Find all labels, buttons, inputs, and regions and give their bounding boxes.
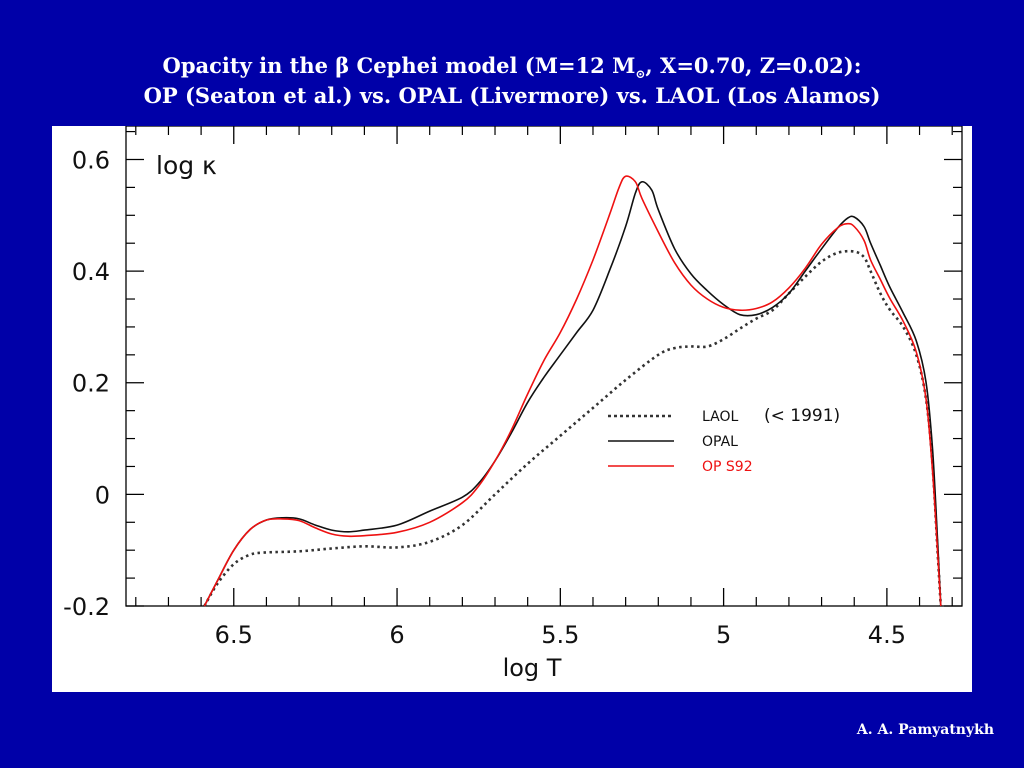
y-tick-label: 0.2 bbox=[72, 370, 110, 398]
x-tick-label: 6.5 bbox=[215, 621, 253, 649]
y-tick-label: 0.4 bbox=[72, 258, 110, 286]
y-tick-label: 0.6 bbox=[72, 146, 110, 174]
opacity-chart: 6.5 6 5.5 5 4.5 0.6 0.4 0.2 0 -0.2 log κ log T L… bbox=[63, 126, 963, 682]
beta-symbol: β bbox=[335, 53, 350, 78]
series-line-opal bbox=[203, 180, 942, 607]
plot-frame bbox=[125, 126, 963, 607]
series-lines bbox=[203, 175, 943, 607]
title-text-part-1: Opacity in the bbox=[162, 53, 336, 78]
legend-note: (< 1991) bbox=[764, 406, 840, 426]
slide-title-line-2: OP (Seaton et al.) vs. OPAL (Livermore) … bbox=[143, 83, 881, 108]
y-axis-label: log κ bbox=[156, 151, 217, 180]
y-tick-label: -0.2 bbox=[63, 593, 110, 621]
title-text-part-2: Cephei model (M=12 M bbox=[349, 53, 636, 78]
x-minor-ticks bbox=[135, 126, 953, 606]
sun-symbol: ⊙ bbox=[635, 67, 646, 82]
legend-label-op-s92: OP S92 bbox=[702, 459, 753, 475]
x-tick-labels: 6.5 6 5.5 5 4.5 bbox=[215, 621, 906, 649]
author-credit: A. A. Pamyatnykh bbox=[856, 722, 994, 738]
legend-label-opal: OPAL bbox=[702, 434, 738, 450]
plot-panel: 6.5 6 5.5 5 4.5 0.6 0.4 0.2 0 -0.2 log κ log T L… bbox=[52, 126, 972, 692]
slide-title-line-1: Opacity in the β Cephei model (M=12 M⊙, … bbox=[0, 51, 1024, 89]
y-minor-ticks bbox=[126, 130, 962, 579]
x-tick-label: 5 bbox=[716, 621, 731, 649]
x-major-ticks bbox=[233, 126, 888, 606]
x-tick-label: 4.5 bbox=[868, 621, 906, 649]
y-tick-labels: 0.6 0.4 0.2 0 -0.2 bbox=[63, 146, 110, 621]
series-line-laol bbox=[203, 249, 943, 607]
legend: LAOL OPAL OP S92 (< 1991) bbox=[608, 406, 840, 475]
y-tick-label: 0 bbox=[95, 481, 110, 509]
x-axis-label: log T bbox=[503, 654, 562, 682]
x-tick-label: 5.5 bbox=[541, 621, 579, 649]
y-major-ticks bbox=[126, 158, 962, 607]
series-line-op-s92 bbox=[203, 175, 942, 607]
title-text-part-3: , X=0.70, Z=0.02): bbox=[645, 53, 862, 78]
legend-label-laol: LAOL bbox=[702, 409, 738, 425]
x-tick-label: 6 bbox=[389, 621, 404, 649]
